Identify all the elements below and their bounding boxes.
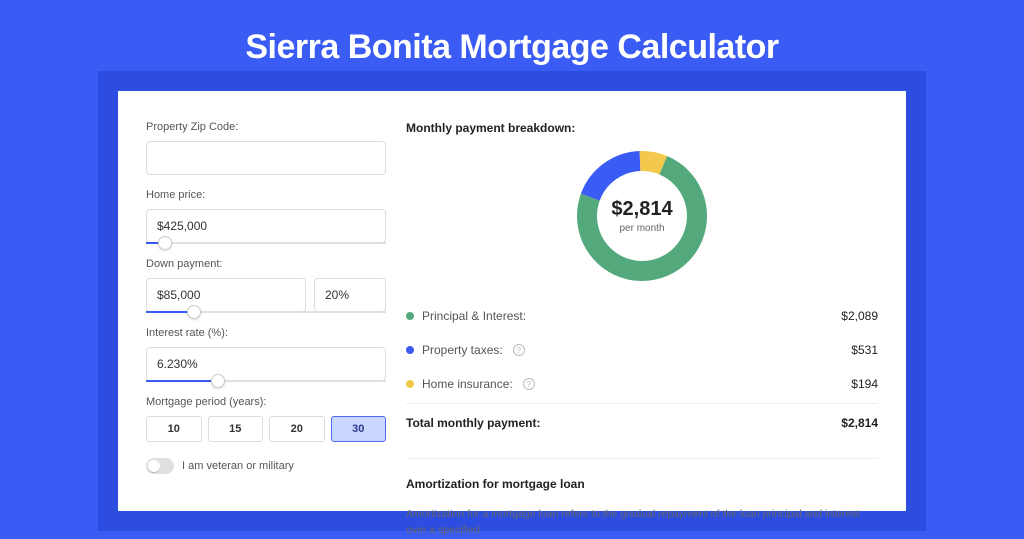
donut-chart: $2,814 per month <box>406 151 878 281</box>
veteran-row: I am veteran or military <box>146 458 386 474</box>
home-price-slider-thumb[interactable] <box>158 236 172 250</box>
donut-center-sub: per month <box>611 223 672 234</box>
donut-segment <box>640 161 663 165</box>
down-payment-pct-input[interactable] <box>314 278 386 312</box>
down-payment-label: Down payment: <box>146 258 386 270</box>
zip-field: Property Zip Code: <box>146 121 386 175</box>
period-button-10[interactable]: 10 <box>146 416 202 442</box>
zip-label: Property Zip Code: <box>146 121 386 133</box>
inputs-column: Property Zip Code: Home price: Down paym… <box>146 121 386 511</box>
interest-rate-slider-thumb[interactable] <box>211 374 225 388</box>
breakdown-label: Property taxes: <box>422 343 503 357</box>
mortgage-period-label: Mortgage period (years): <box>146 396 386 408</box>
period-button-30[interactable]: 30 <box>331 416 387 442</box>
info-icon[interactable]: ? <box>523 378 535 390</box>
period-button-15[interactable]: 15 <box>208 416 264 442</box>
donut-center: $2,814 per month <box>611 198 672 234</box>
interest-rate-input[interactable] <box>146 347 386 381</box>
total-label: Total monthly payment: <box>406 416 540 430</box>
down-payment-slider[interactable] <box>146 311 386 313</box>
interest-rate-field: Interest rate (%): <box>146 327 386 382</box>
breakdown-line-items: Principal & Interest: $2,089 Property taxe… <box>406 299 878 401</box>
breakdown-label: Principal & Interest: <box>422 309 526 323</box>
page-title: Sierra Bonita Mortgage Calculator <box>0 0 1024 91</box>
home-price-slider[interactable] <box>146 242 386 244</box>
legend-dot <box>406 380 414 388</box>
interest-rate-label: Interest rate (%): <box>146 327 386 339</box>
mortgage-period-field: Mortgage period (years): 10152030 <box>146 396 386 442</box>
calculator-card: Property Zip Code: Home price: Down paym… <box>118 91 906 511</box>
down-payment-field: Down payment: <box>146 258 386 313</box>
donut-segment <box>590 161 640 197</box>
veteran-toggle-knob <box>148 460 160 472</box>
amortization-title: Amortization for mortgage loan <box>406 477 878 491</box>
breakdown-value: $194 <box>851 377 878 391</box>
home-price-label: Home price: <box>146 189 386 201</box>
breakdown-label: Home insurance: <box>422 377 513 391</box>
total-value: $2,814 <box>841 416 878 430</box>
period-button-20[interactable]: 20 <box>269 416 325 442</box>
breakdown-value: $2,089 <box>841 309 878 323</box>
info-icon[interactable]: ? <box>513 344 525 356</box>
legend-dot <box>406 346 414 354</box>
down-payment-amount-input[interactable] <box>146 278 306 312</box>
home-price-field: Home price: <box>146 189 386 244</box>
breakdown-row: Property taxes:? $531 <box>406 333 878 367</box>
total-row: Total monthly payment: $2,814 <box>406 403 878 440</box>
breakdown-row: Principal & Interest: $2,089 <box>406 299 878 333</box>
down-payment-slider-thumb[interactable] <box>187 305 201 319</box>
legend-dot <box>406 312 414 320</box>
veteran-toggle[interactable] <box>146 458 174 474</box>
veteran-label: I am veteran or military <box>182 460 294 472</box>
breakdown-row: Home insurance:? $194 <box>406 367 878 401</box>
breakdown-title: Monthly payment breakdown: <box>406 121 878 135</box>
breakdown-column: Monthly payment breakdown: $2,814 per mo… <box>406 121 878 511</box>
breakdown-value: $531 <box>851 343 878 357</box>
home-price-input[interactable] <box>146 209 386 243</box>
zip-input[interactable] <box>146 141 386 175</box>
donut-center-amount: $2,814 <box>611 198 672 221</box>
interest-rate-slider[interactable] <box>146 380 386 382</box>
amortization-section: Amortization for mortgage loan Amortizat… <box>406 458 878 539</box>
